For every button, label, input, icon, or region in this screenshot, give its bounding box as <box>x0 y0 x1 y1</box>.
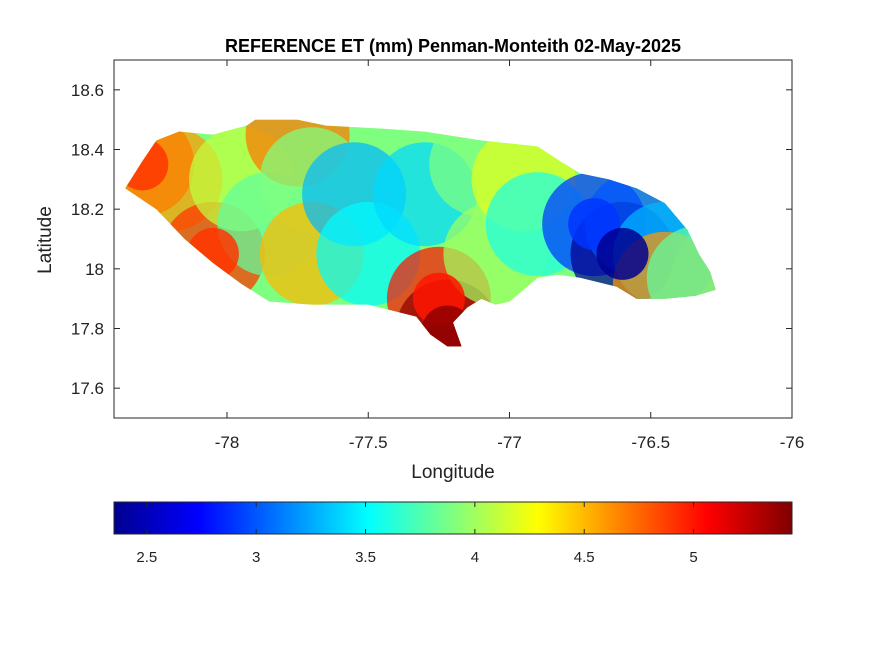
y-tick-label: 18.6 <box>71 81 104 100</box>
x-axis-label: Longitude <box>411 462 494 483</box>
y-tick-label: 17.6 <box>71 379 104 398</box>
x-axis-ticks: -78 -77.5 -77 -76.5 -76 <box>215 60 805 452</box>
x-tick-label: -77 <box>497 433 522 452</box>
colorbar-tick-label: 2.5 <box>136 549 157 566</box>
x-tick-label: -78 <box>215 433 240 452</box>
colorbar-tick-label: 5 <box>689 549 697 566</box>
y-tick-label: 18.4 <box>71 141 104 160</box>
x-tick-label: -76 <box>780 433 805 452</box>
colorbar-ticks: 2.5 3 3.5 4 4.5 5 <box>136 502 698 566</box>
colorbar-gradient <box>113 501 793 535</box>
x-tick-label: -77.5 <box>349 433 388 452</box>
y-axis-label: Latitude <box>35 206 56 274</box>
colorbar-tick-label: 3.5 <box>355 549 376 566</box>
colorbar-tick-label: 3 <box>252 549 260 566</box>
y-tick-label: 18 <box>85 260 104 279</box>
y-tick-label: 17.8 <box>71 320 104 339</box>
y-tick-label: 18.2 <box>71 200 104 219</box>
colorbar-tick-label: 4 <box>471 549 479 566</box>
heat-core <box>596 227 649 280</box>
y-axis-ticks: 17.6 17.8 18 18.2 18.4 18.6 <box>71 81 792 398</box>
colorbar-tick-label: 4.5 <box>574 549 595 566</box>
chart-title: REFERENCE ET (mm) Penman-Monteith 02-May… <box>225 36 681 56</box>
colorbar: 2.5 3 3.5 4 4.5 5 <box>113 501 793 566</box>
x-tick-label: -76.5 <box>631 433 670 452</box>
